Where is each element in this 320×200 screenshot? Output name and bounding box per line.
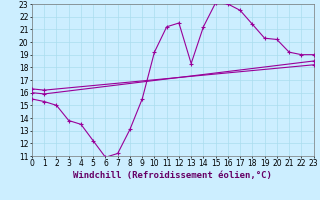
X-axis label: Windchill (Refroidissement éolien,°C): Windchill (Refroidissement éolien,°C) <box>73 171 272 180</box>
